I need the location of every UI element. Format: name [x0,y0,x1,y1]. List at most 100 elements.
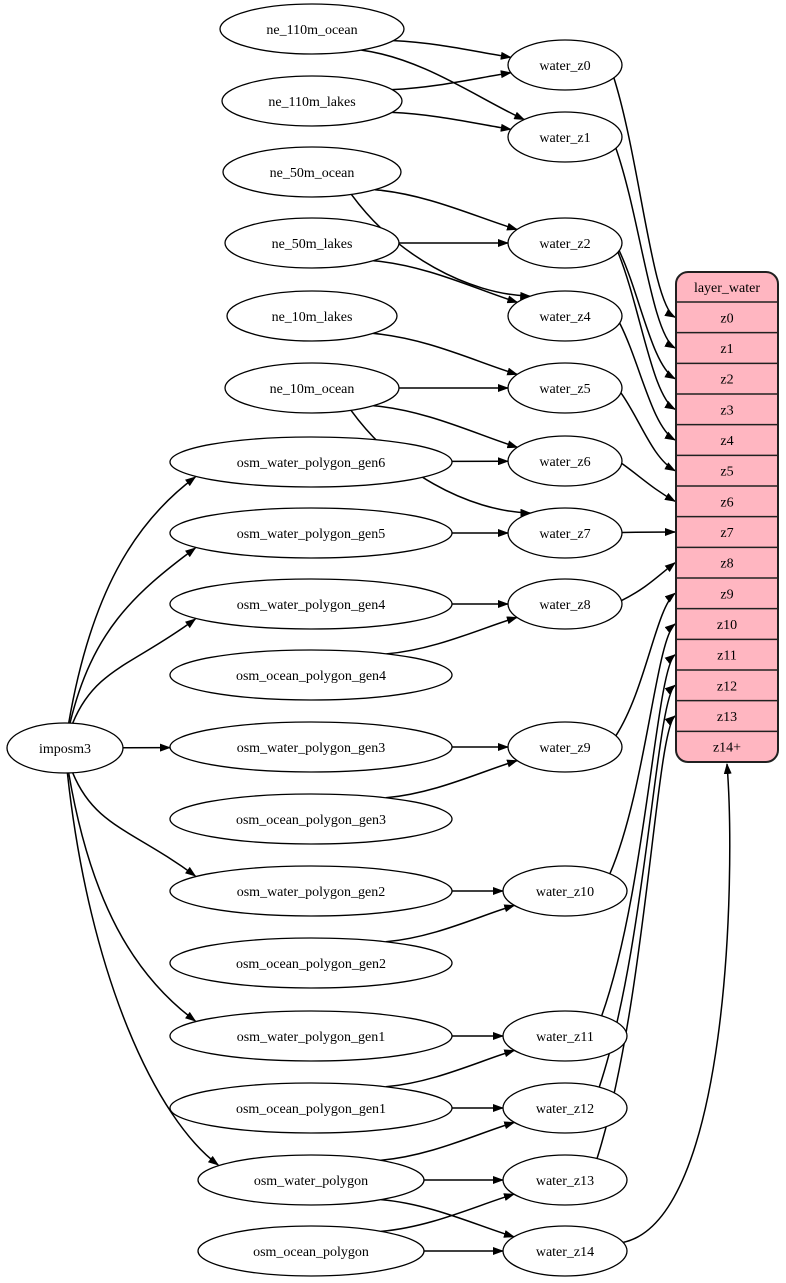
record-row-label-z7: z7 [720,526,733,541]
node-osm_water_polygon: osm_water_polygon [197,1154,425,1206]
node-water_z9: water_z9 [507,721,623,773]
node-label-osm_ocean_polygon_gen1: osm_ocean_polygon_gen1 [236,1102,386,1117]
node-shape-osm_ocean_polygon [197,1225,425,1277]
node-label-water_z8: water_z8 [539,598,590,613]
node-water_z11: water_z11 [502,1010,628,1062]
record-row-label-z0: z0 [720,311,733,326]
node-shape-osm_ocean_polygon_gen2 [169,937,453,989]
node-water_z6: water_z6 [507,435,623,487]
node-label-osm_water_polygon_gen2: osm_water_polygon_gen2 [237,885,386,900]
edge-water_z1-to-layer_water-z1 [615,147,676,349]
record-row-label-z1: z1 [720,342,733,357]
node-label-ne_110m_ocean: ne_110m_ocean [266,23,357,38]
node-label-imposm3: imposm3 [39,742,91,757]
record-row-label-z12: z12 [717,679,737,694]
node-water_z7: water_z7 [507,507,623,559]
node-water_z8: water_z8 [507,578,623,630]
edge-ne_50m_ocean-to-water_z4 [350,193,532,300]
record-row-z7: z7 [720,526,733,541]
node-label-water_z14: water_z14 [536,1245,594,1260]
record-row-z10: z10 [717,618,737,633]
record-row-label-z13: z13 [717,710,737,725]
node-shape-water_z1 [507,111,623,163]
node-shape-osm_water_polygon_gen6 [169,436,453,488]
node-shape-osm_water_polygon_gen4 [169,578,453,630]
record-row-z11: z11 [717,649,737,664]
edge-osm_ocean_polygon_gen4-to-water_z8 [386,616,518,655]
node-shape-water_z0 [507,39,623,91]
record-row-z4: z4 [720,434,733,449]
node-osm_water_polygon_gen4: osm_water_polygon_gen4 [169,578,453,630]
node-label-osm_ocean_polygon_gen4: osm_ocean_polygon_gen4 [236,669,386,684]
node-shape-osm_ocean_polygon_gen3 [169,793,453,845]
node-label-osm_water_polygon_gen1: osm_water_polygon_gen1 [237,1030,386,1045]
edge-ne_10m_ocean-to-water_z6 [373,404,519,449]
edge-water_z8-to-layer_water-z8 [621,562,676,602]
node-label-water_z10: water_z10 [536,885,594,900]
node-shape-osm_water_polygon_gen1 [169,1010,453,1062]
record-layer_water: layer_water z0 z1 z2 z3 z4 z5 z6 z7 z8 z9 z10 z11 z12… [675,271,779,763]
node-osm_ocean_polygon_gen1: osm_ocean_polygon_gen1 [169,1082,453,1134]
edge-ne_110m_lakes-to-water_z0 [392,70,512,91]
record-row-z3: z3 [720,403,733,418]
node-label-water_z2: water_z2 [539,237,590,252]
node-label-osm_water_polygon_gen3: osm_water_polygon_gen3 [237,741,386,756]
node-water_z14: water_z14 [502,1225,628,1277]
record-row-label-z2: z2 [720,373,733,388]
node-shape-osm_water_polygon_gen2 [169,865,453,917]
edge-ne_110m_ocean-to-water_z1 [361,49,526,121]
node-shape-ne_50m_lakes [224,217,400,269]
record-title: layer_water [694,281,760,296]
node-shape-ne_10m_lakes [226,290,398,342]
edge-water_z5-to-layer_water-z5 [620,392,676,472]
node-label-osm_ocean_polygon_gen3: osm_ocean_polygon_gen3 [236,813,386,828]
node-water_z2: water_z2 [507,217,623,269]
edge-water_z14-to-layer_water-z14+ [623,763,732,1244]
node-shape-water_z5 [507,362,623,414]
node-water_z0: water_z0 [507,39,623,91]
edge-water_z0-to-layer_water-z0 [613,77,676,318]
node-shape-water_z11 [502,1010,628,1062]
edge-water_z6-to-layer_water-z6 [621,462,676,502]
record-row-label-z10: z10 [717,618,737,633]
node-label-ne_50m_lakes: ne_50m_lakes [272,237,353,252]
node-label-ne_10m_lakes: ne_10m_lakes [272,310,353,325]
node-shape-water_z9 [507,721,623,773]
node-shape-water_z14 [502,1225,628,1277]
edge-water_z2-to-layer_water-z3 [617,251,676,410]
record-row-label-z9: z9 [720,587,733,602]
node-osm_water_polygon_gen6: osm_water_polygon_gen6 [169,436,453,488]
node-shape-water_z6 [507,435,623,487]
edge-osm_ocean_polygon_gen1-to-water_z11 [385,1049,516,1088]
edge-ne_50m_lakes-to-water_z4 [373,259,519,304]
node-ne_10m_ocean: ne_10m_ocean [224,362,400,414]
edges-layer [66,39,732,1255]
node-shape-ne_110m_lakes [221,75,403,127]
node-shape-ne_10m_ocean [224,362,400,414]
edge-water_z2-to-layer_water-z2 [618,250,676,380]
record-row-z12: z12 [717,679,737,694]
record-row-z9: z9 [720,587,733,602]
node-shape-water_z12 [502,1082,628,1134]
node-label-ne_110m_lakes: ne_110m_lakes [268,95,355,110]
node-osm_ocean_polygon_gen4: osm_ocean_polygon_gen4 [169,649,453,701]
node-shape-water_z4 [507,290,623,342]
node-osm_ocean_polygon_gen2: osm_ocean_polygon_gen2 [169,937,453,989]
node-label-osm_water_polygon_gen4: osm_water_polygon_gen4 [237,598,386,613]
node-ne_50m_lakes: ne_50m_lakes [224,217,400,269]
node-water_z4: water_z4 [507,290,623,342]
node-ne_110m_lakes: ne_110m_lakes [221,75,403,127]
node-shape-water_z7 [507,507,623,559]
node-label-ne_50m_ocean: ne_50m_ocean [270,166,355,181]
edge-water_z10-to-layer_water-z10 [609,623,676,874]
record-row-label-z6: z6 [720,495,733,510]
node-osm_ocean_polygon: osm_ocean_polygon [197,1225,425,1277]
record-row-z13: z13 [717,710,737,725]
edge-water_z13-to-layer_water-z13 [596,715,676,1159]
edge-osm_water_polygon-to-water_z12 [380,1121,516,1162]
node-shape-ne_110m_ocean [219,3,405,55]
node-label-ne_10m_ocean: ne_10m_ocean [270,382,355,397]
node-label-water_z7: water_z7 [539,527,590,542]
